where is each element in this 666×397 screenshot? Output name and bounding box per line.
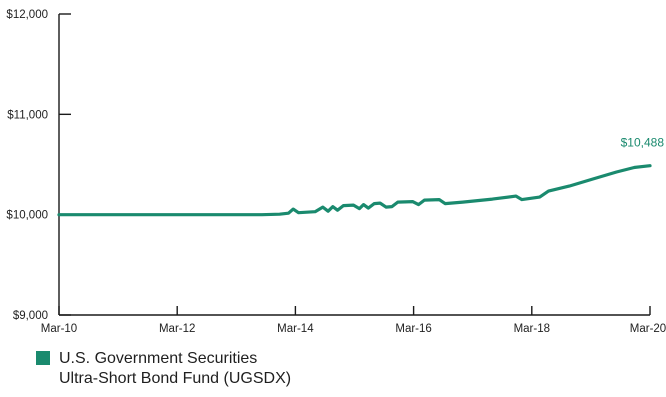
x-tick-label: Mar-10 bbox=[41, 323, 77, 335]
x-ticks: Mar-10 Mar-12 Mar-14 Mar-16 Mar-18 Mar-20 bbox=[41, 306, 666, 335]
x-tick-label: Mar-12 bbox=[159, 323, 195, 335]
x-tick-label: Mar-14 bbox=[277, 323, 314, 335]
legend-line-1: U.S. Government Securities bbox=[59, 350, 258, 367]
y-tick-label: $10,000 bbox=[6, 210, 48, 222]
series-line bbox=[57, 164, 652, 217]
legend-line-2: Ultra-Short Bond Fund (UGSDX) bbox=[59, 370, 292, 387]
legend-text: U.S. Government Securities Ultra-Short B… bbox=[59, 349, 291, 389]
end-value-label: $10,488 bbox=[621, 136, 665, 150]
y-tick-label: $9,000 bbox=[13, 310, 48, 322]
x-tick-label: Mar-16 bbox=[395, 323, 431, 335]
x-tick-label: Mar-20 bbox=[630, 323, 666, 335]
line-chart: $9,000 $10,000 $11,000 $12,000 Mar-10 Mar-12… bbox=[6, 9, 666, 335]
y-tick-label: $11,000 bbox=[7, 109, 48, 121]
legend: U.S. Government Securities Ultra-Short B… bbox=[36, 349, 291, 389]
series-layer bbox=[57, 164, 652, 217]
y-ticks: $9,000 $10,000 $11,000 $12,000 bbox=[6, 9, 71, 322]
legend-swatch bbox=[36, 351, 50, 365]
y-tick-label: $12,000 bbox=[6, 9, 48, 21]
x-tick-label: Mar-18 bbox=[514, 323, 550, 335]
